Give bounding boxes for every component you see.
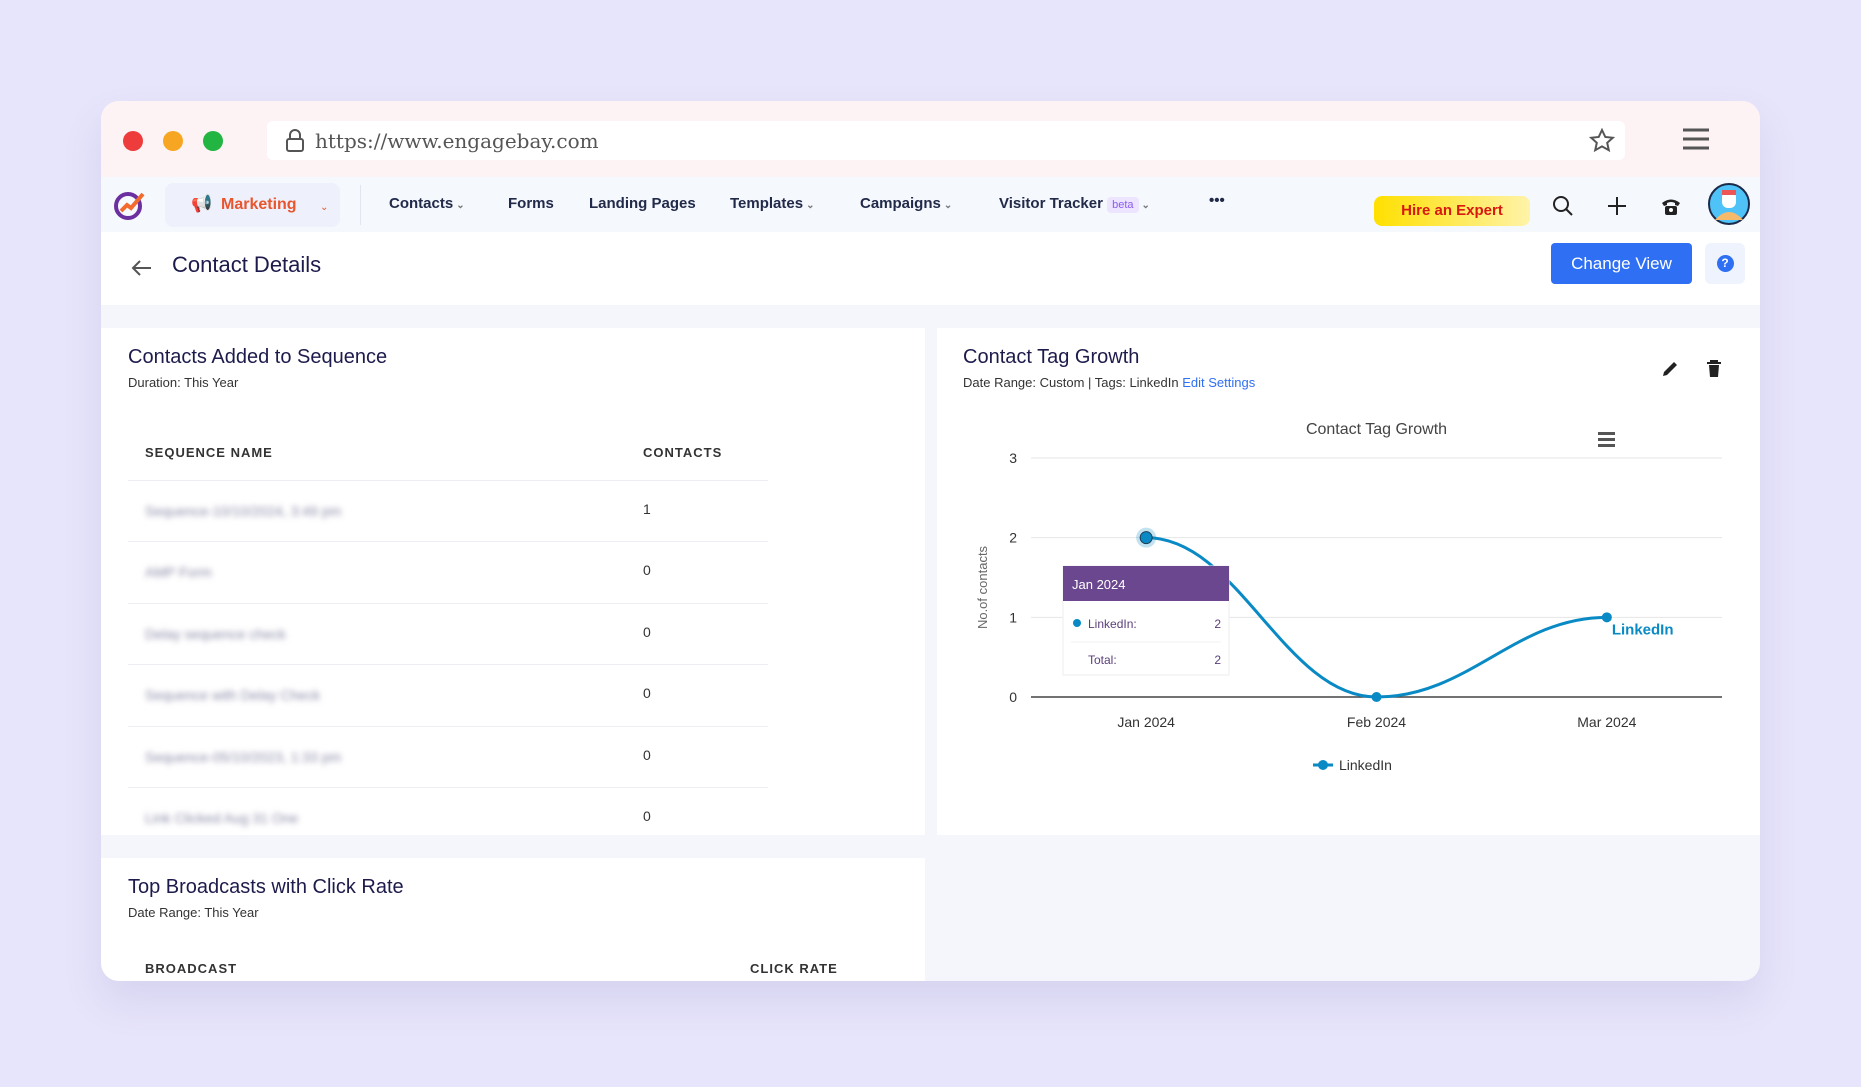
- card-title: Contacts Added to Sequence: [128, 346, 388, 368]
- column-header-sequence-name: SEQUENCE NAME: [145, 445, 273, 460]
- page-header: Contact Details Change View ?: [101, 232, 1760, 305]
- browser-window: https://www.engagebay.com 📢 Marketing ⌄ …: [101, 101, 1760, 981]
- y-axis-label: No.of contacts: [975, 545, 990, 629]
- maximize-window-button[interactable]: [203, 131, 223, 151]
- user-avatar[interactable]: [1707, 182, 1751, 226]
- chevron-down-icon: ⌄: [456, 200, 465, 211]
- data-point: [1139, 531, 1153, 545]
- tooltip-header-bg: [1063, 566, 1229, 601]
- card-subtitle: Date Range: Custom | Tags: LinkedIn Edit…: [963, 375, 1256, 390]
- chevron-down-icon: ⌄: [943, 200, 953, 211]
- y-tick-label: 3: [1009, 450, 1017, 466]
- chevron-down-icon: ⌄: [320, 202, 329, 213]
- line-chart: Contact Tag Growth 0 1 2 3 No.of contacts Jan …: [975, 421, 1722, 773]
- megaphone-icon: 📢: [191, 194, 213, 213]
- chart-menu-icon[interactable]: [1598, 444, 1615, 447]
- more-menu-button[interactable]: •••: [1209, 192, 1225, 209]
- bookmark-star-icon[interactable]: [1589, 128, 1615, 154]
- browser-chrome: https://www.engagebay.com: [101, 101, 1760, 177]
- tooltip-series-marker: [1073, 619, 1081, 627]
- chart-menu-icon[interactable]: [1598, 438, 1615, 441]
- x-tick-label: Feb 2024: [1347, 714, 1406, 730]
- delete-trash-icon[interactable]: [1706, 360, 1722, 378]
- back-arrow-icon[interactable]: [131, 259, 153, 277]
- nav-campaigns[interactable]: Campaigns ⌄: [860, 195, 953, 212]
- table-row[interactable]: Link Clicked Aug 31 One 0: [128, 787, 768, 848]
- card-title: Top Broadcasts with Click Rate: [128, 876, 404, 898]
- edit-pencil-icon[interactable]: [1661, 360, 1679, 378]
- y-tick-label: 1: [1009, 609, 1017, 625]
- module-label: Marketing: [221, 196, 297, 213]
- broadcast-card: Top Broadcasts with Click Rate Date Rang…: [101, 858, 925, 981]
- tooltip-series-label: LinkedIn:: [1088, 617, 1137, 631]
- engagebay-logo[interactable]: [113, 189, 147, 221]
- table-row[interactable]: Sequence-10/10/2024, 3:49 pm 1: [128, 480, 768, 541]
- tooltip-series-value: 2: [1214, 617, 1221, 631]
- nav-contacts[interactable]: Contacts ⌄: [389, 195, 465, 212]
- beta-badge: beta: [1107, 197, 1139, 213]
- chevron-down-icon: ⌄: [806, 200, 815, 211]
- address-bar[interactable]: https://www.engagebay.com: [267, 121, 1625, 160]
- marketing-module-dropdown[interactable]: 📢 Marketing ⌄: [165, 183, 340, 227]
- nav-forms[interactable]: Forms: [508, 195, 554, 212]
- tooltip-total-label: Total:: [1088, 653, 1117, 667]
- chart-menu-icon[interactable]: [1598, 432, 1615, 435]
- card-subtitle: Duration: This Year: [128, 375, 239, 390]
- help-button[interactable]: ?: [1705, 243, 1745, 284]
- help-icon: ?: [1716, 255, 1734, 272]
- table-row[interactable]: Sequence with Delay Check 0: [128, 664, 768, 725]
- tooltip-total-value: 2: [1214, 653, 1221, 667]
- tooltip-header: Jan 2024: [1072, 577, 1126, 592]
- change-view-button[interactable]: Change View: [1551, 243, 1692, 284]
- phone-icon[interactable]: [1660, 195, 1682, 217]
- nav-divider: [360, 185, 361, 225]
- edit-settings-link[interactable]: Edit Settings: [1182, 375, 1256, 390]
- column-header-click-rate: CLICK RATE: [750, 961, 838, 976]
- page-title: Contact Details: [172, 252, 322, 277]
- search-icon[interactable]: [1552, 195, 1574, 217]
- nav-landing-pages[interactable]: Landing Pages: [589, 195, 696, 212]
- browser-menu-icon[interactable]: [1681, 127, 1711, 151]
- top-nav: 📢 Marketing ⌄ Contacts ⌄ Forms Landing Pa…: [101, 177, 1760, 232]
- chart-title: Contact Tag Growth: [1306, 421, 1447, 438]
- data-point: [1601, 612, 1612, 623]
- minimize-window-button[interactable]: [163, 131, 183, 151]
- add-icon[interactable]: [1606, 195, 1628, 217]
- y-tick-label: 2: [1009, 530, 1017, 546]
- tag-growth-card: Contact Tag Growth Date Range: Custom | …: [937, 328, 1760, 835]
- table-row[interactable]: Delay sequence check 0: [128, 603, 768, 664]
- sequence-card: Contacts Added to Sequence Duration: Thi…: [101, 328, 925, 835]
- data-point: [1371, 692, 1382, 702]
- column-header-broadcast: BROADCAST: [145, 961, 238, 976]
- url-text: https://www.engagebay.com: [315, 129, 599, 153]
- card-subtitle: Date Range: This Year: [128, 905, 259, 920]
- card-title: Contact Tag Growth: [963, 346, 1140, 368]
- x-tick-label: Mar 2024: [1577, 714, 1636, 730]
- table-row[interactable]: AMP Form 0: [128, 541, 768, 602]
- column-header-contacts: CONTACTS: [643, 445, 723, 460]
- lock-icon: [286, 129, 304, 152]
- nav-visitor-tracker[interactable]: Visitor Tracker beta ⌄: [999, 195, 1150, 213]
- hire-expert-button[interactable]: Hire an Expert: [1374, 196, 1530, 226]
- series-end-label: LinkedIn: [1612, 621, 1674, 638]
- legend-label: LinkedIn: [1339, 757, 1392, 773]
- y-tick-label: 0: [1009, 689, 1017, 705]
- nav-templates[interactable]: Templates ⌄: [730, 195, 815, 212]
- table-row[interactable]: Sequence-05/10/2023, 1:33 pm 0: [128, 726, 768, 787]
- chevron-down-icon: ⌄: [1141, 200, 1150, 211]
- close-window-button[interactable]: [123, 131, 143, 151]
- x-tick-label: Jan 2024: [1117, 714, 1175, 730]
- legend-marker: [1318, 760, 1328, 770]
